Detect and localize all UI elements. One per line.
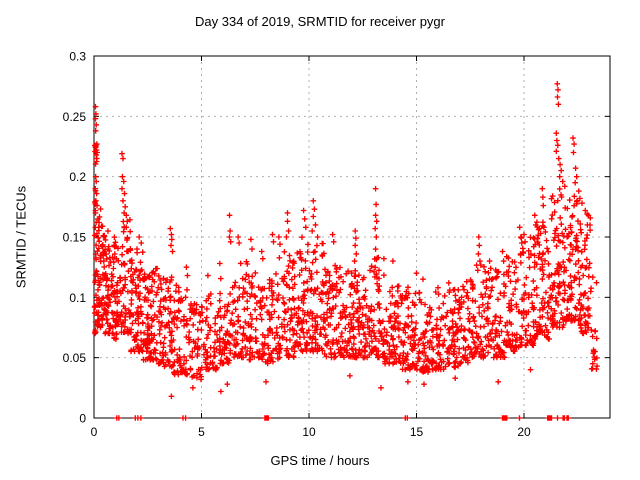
x-tick-label: 10 [302,425,316,439]
y-tick-label: 0.3 [69,50,86,64]
y-tick-label: 0.05 [63,351,87,365]
x-tick-label: 20 [517,425,531,439]
scatter-points [91,81,600,421]
x-axis-label: GPS time / hours [270,453,370,468]
x-tick-label: 0 [91,425,98,439]
y-tick-label: 0.2 [69,170,86,184]
y-tick-label: 0.15 [63,231,87,245]
x-tick-label: 5 [198,425,205,439]
chart-title: Day 334 of 2019, SRMTID for receiver pyg… [195,14,445,29]
y-tick-label: 0.25 [63,110,87,124]
x-tick-label: 15 [410,425,424,439]
y-tick-label: 0 [79,412,86,426]
y-tick-label: 0.1 [69,291,86,305]
